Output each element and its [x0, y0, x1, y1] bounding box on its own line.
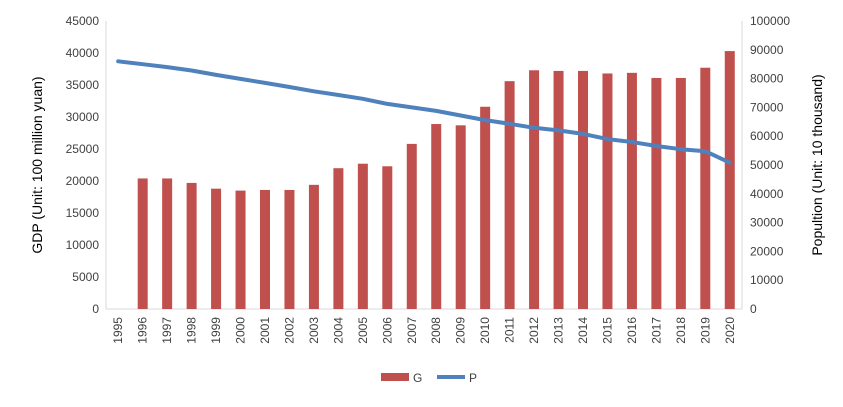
y-left-tick-label: 45000 [66, 14, 100, 28]
x-tick-label: 2017 [649, 317, 663, 344]
y-right-tick-label: 50000 [750, 158, 784, 172]
gdp-bar [480, 106, 491, 309]
legend-swatch-g [381, 373, 409, 381]
x-tick-label: 1996 [136, 317, 150, 344]
gdp-bar [724, 51, 735, 310]
x-tick-label: 2012 [527, 317, 541, 344]
x-tick-label: 2010 [478, 317, 492, 344]
x-tick-label: 2011 [503, 317, 517, 343]
x-tick-label: 2008 [429, 317, 443, 344]
x-tick-label: 2015 [600, 317, 614, 344]
y-right-tick-label: 80000 [750, 72, 784, 86]
y-right-tick-label: 10000 [750, 273, 784, 287]
gdp-bar [504, 81, 515, 309]
gdp-bar [137, 178, 148, 309]
y-left-tick-label: 35000 [66, 78, 100, 92]
right-axis-title: Popultion (Unit: 10 thousand) [809, 74, 825, 255]
x-tick-label: 2020 [723, 317, 737, 344]
gdp-bar [626, 72, 637, 309]
y-left-tick-label: 30000 [66, 110, 100, 124]
y-right-tick-label: 60000 [750, 129, 784, 143]
gdp-bar [675, 77, 686, 310]
x-tick-label: 1997 [160, 317, 174, 344]
gdp-bar [700, 67, 711, 309]
legend-label-g: G [413, 371, 422, 385]
y-left-tick-label: 0 [92, 302, 99, 316]
x-tick-label: 2004 [331, 317, 345, 344]
gdp-bar [333, 168, 344, 309]
y-right-tick-label: 90000 [750, 43, 784, 57]
x-tick-label: 2016 [625, 317, 639, 344]
y-left-tick-label: 5000 [72, 270, 99, 284]
y-right-tick-label: 30000 [750, 216, 784, 230]
gdp-bar [186, 182, 197, 309]
gdp-bar [357, 163, 368, 309]
left-axis-title: GDP (Unit: 100 million yuan) [29, 76, 45, 253]
tick-labels: 0500010000150002000025000300003500040000… [66, 14, 791, 344]
gdp-bar [529, 70, 540, 309]
gdp-bar [162, 178, 173, 309]
x-tick-label: 1999 [209, 317, 223, 344]
x-tick-label: 2007 [405, 317, 419, 344]
gdp-bar [235, 190, 246, 309]
legend-label-p: P [469, 371, 477, 385]
gdp-bar [553, 70, 564, 309]
y-right-tick-label: 70000 [750, 100, 784, 114]
x-tick-label: 2002 [282, 317, 296, 344]
gdp-bar [308, 184, 319, 309]
gdp-bar [578, 70, 588, 309]
y-left-tick-label: 15000 [66, 206, 100, 220]
gdp-bar [602, 73, 613, 309]
legend: G P [381, 371, 477, 385]
x-tick-label: 2005 [356, 317, 370, 344]
gdp-bar [382, 166, 393, 309]
x-tick-label: 2014 [576, 317, 590, 344]
y-right-tick-label: 100000 [750, 14, 790, 28]
gdp-bars [137, 51, 735, 310]
gdp-bar [651, 77, 662, 310]
x-tick-label: 2013 [552, 317, 566, 344]
gdp-bar [284, 189, 295, 309]
y-left-tick-label: 20000 [66, 174, 100, 188]
x-tick-label: 2019 [698, 317, 712, 344]
gdp-bar [406, 143, 417, 309]
axes [105, 21, 743, 310]
x-tick-label: 2006 [380, 317, 394, 344]
y-right-tick-label: 0 [750, 302, 757, 316]
x-tick-label: 2001 [258, 317, 272, 344]
x-tick-label: 1998 [185, 317, 199, 344]
gdp-bar [455, 125, 466, 309]
x-tick-label: 1995 [111, 317, 125, 344]
population-line-path [116, 59, 732, 165]
x-tick-label: 2003 [307, 317, 321, 344]
y-left-tick-label: 10000 [66, 238, 100, 252]
population-line [116, 59, 732, 165]
y-right-tick-label: 20000 [750, 244, 784, 258]
y-left-tick-label: 25000 [66, 142, 100, 156]
gdp-bar [260, 189, 270, 309]
y-right-tick-label: 40000 [750, 187, 784, 201]
x-tick-label: 2018 [674, 317, 688, 344]
y-left-tick-label: 40000 [66, 46, 100, 60]
gdp-bar [431, 124, 442, 309]
x-tick-label: 2009 [454, 317, 468, 344]
x-tick-label: 2000 [234, 317, 248, 344]
gdp-bar [211, 188, 222, 309]
